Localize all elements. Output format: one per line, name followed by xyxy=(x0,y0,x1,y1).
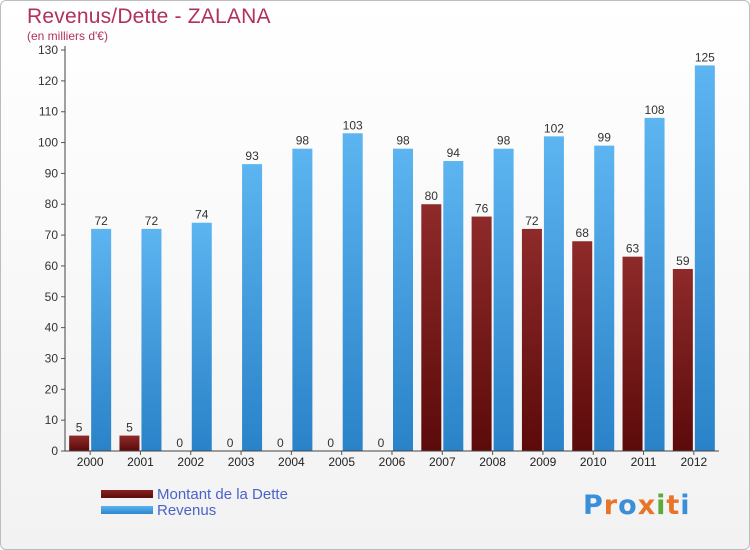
data-label-debt: 0 xyxy=(277,436,284,450)
logo-letter: x xyxy=(637,490,657,521)
bar-revenue xyxy=(644,117,665,451)
x-tick-label: 2005 xyxy=(328,455,355,469)
y-tick-label: 60 xyxy=(45,259,59,273)
legend-swatch-debt xyxy=(101,490,153,498)
data-label-debt: 76 xyxy=(475,202,489,216)
y-tick-label: 120 xyxy=(38,74,58,88)
bar-revenue xyxy=(292,148,313,451)
x-tick-label: 2006 xyxy=(379,455,406,469)
bar-debt xyxy=(672,269,693,451)
bar-debt xyxy=(622,256,643,451)
legend-label-debt: Montant de la Dette xyxy=(157,486,288,503)
data-label-revenue: 103 xyxy=(343,118,363,132)
bar-revenue xyxy=(443,161,464,452)
bar-revenue xyxy=(191,222,212,451)
bar-debt xyxy=(471,216,492,451)
bar-revenue xyxy=(91,228,112,451)
bar-revenue xyxy=(493,148,514,451)
logo-letter: i xyxy=(680,490,691,521)
bar-revenue xyxy=(694,65,715,451)
y-tick-label: 20 xyxy=(45,382,59,396)
data-label-revenue: 98 xyxy=(497,134,511,148)
data-label-revenue: 98 xyxy=(296,134,310,148)
bar-revenue xyxy=(141,228,162,451)
y-tick-label: 100 xyxy=(38,136,58,150)
bar-debt xyxy=(572,241,593,451)
data-label-debt: 0 xyxy=(227,436,234,450)
logo-letter: P xyxy=(583,490,604,521)
x-tick-label: 2007 xyxy=(429,455,456,469)
data-label-debt: 63 xyxy=(626,242,640,256)
data-label-revenue: 125 xyxy=(695,50,715,64)
data-label-revenue: 72 xyxy=(94,214,108,228)
data-label-revenue: 94 xyxy=(447,146,461,160)
data-label-debt: 0 xyxy=(327,436,334,450)
data-label-revenue: 98 xyxy=(396,134,410,148)
bar-revenue xyxy=(393,148,413,451)
data-label-debt: 59 xyxy=(676,254,690,268)
data-label-revenue: 93 xyxy=(245,149,259,163)
data-label-revenue: 108 xyxy=(645,103,665,117)
proxiti-logo: Proxiti xyxy=(583,490,691,521)
data-label-revenue: 72 xyxy=(145,214,159,228)
bar-revenue xyxy=(594,145,615,451)
bar-debt xyxy=(521,228,542,451)
bar-debt xyxy=(119,435,140,451)
chart-subtitle: (en milliers d'€) xyxy=(27,29,108,43)
y-tick-label: 10 xyxy=(45,413,59,427)
logo-letter: i xyxy=(656,490,667,521)
y-tick-label: 110 xyxy=(39,105,58,119)
x-tick-label: 2003 xyxy=(228,455,255,469)
data-label-revenue: 99 xyxy=(598,131,612,145)
data-label-debt: 80 xyxy=(425,189,439,203)
x-tick-label: 2004 xyxy=(278,455,305,469)
data-label-debt: 0 xyxy=(378,436,385,450)
y-tick-label: 130 xyxy=(38,43,58,57)
data-label-debt: 5 xyxy=(76,421,83,435)
bar-revenue xyxy=(543,136,564,451)
data-label-revenue: 74 xyxy=(195,208,209,222)
y-tick-label: 30 xyxy=(45,351,59,365)
data-label-debt: 0 xyxy=(176,436,183,450)
data-label-debt: 72 xyxy=(525,214,539,228)
bar-debt xyxy=(69,435,90,451)
x-tick-label: 2009 xyxy=(530,455,557,469)
data-label-debt: 68 xyxy=(576,226,590,240)
logo-letter: r xyxy=(603,490,619,521)
logo-letter: o xyxy=(618,490,638,521)
chart-title: Revenus/Dette - ZALANA xyxy=(27,5,271,28)
data-label-revenue: 102 xyxy=(544,121,564,135)
y-tick-label: 40 xyxy=(45,321,59,335)
bar-debt xyxy=(421,204,442,451)
y-tick-label: 80 xyxy=(45,197,59,211)
y-tick-label: 70 xyxy=(45,228,59,242)
x-tick-label: 2012 xyxy=(680,455,707,469)
y-tick-label: 50 xyxy=(45,290,59,304)
x-tick-label: 2002 xyxy=(177,455,204,469)
bar-revenue xyxy=(342,133,363,452)
x-tick-label: 2000 xyxy=(77,455,104,469)
x-tick-label: 2010 xyxy=(580,455,607,469)
legend-label-revenue: Revenus xyxy=(157,502,217,519)
y-tick-label: 90 xyxy=(45,166,59,180)
x-tick-label: 2011 xyxy=(631,455,657,469)
x-tick-label: 2001 xyxy=(127,455,154,469)
x-tick-label: 2008 xyxy=(479,455,506,469)
y-tick-label: 0 xyxy=(51,444,58,458)
logo-letter: t xyxy=(666,490,681,521)
legend-swatch-revenue xyxy=(101,506,153,514)
bar-revenue xyxy=(242,164,263,451)
data-label-debt: 5 xyxy=(126,421,133,435)
